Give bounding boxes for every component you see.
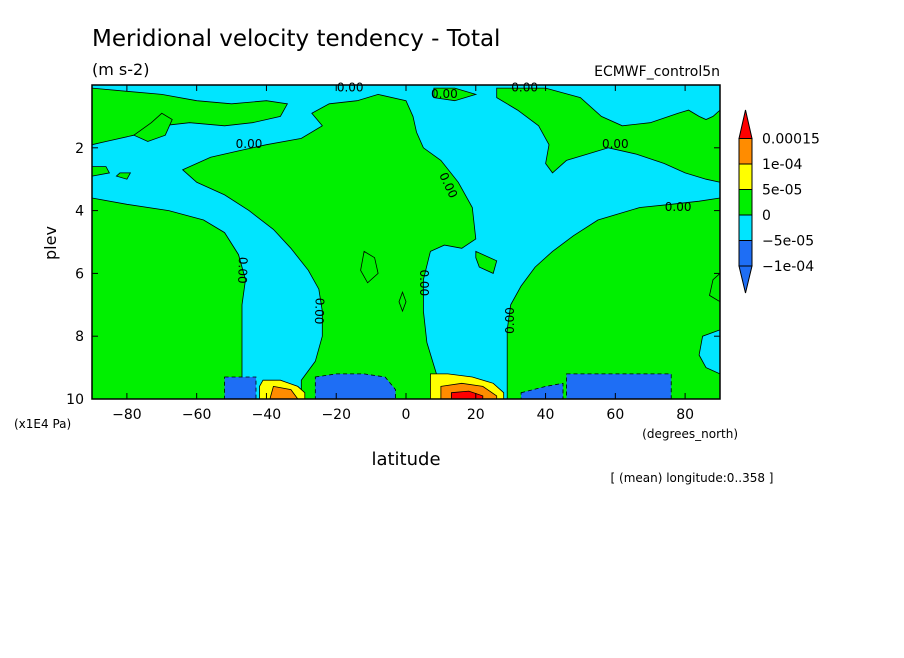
contour-label-2: 0.00 [665, 200, 692, 214]
chart-title: Meridional velocity tendency - Total [92, 26, 500, 52]
contour-region-9 [433, 87, 478, 102]
x-tick-label-7: 60 [606, 407, 624, 423]
colorbar-band-0 [738, 138, 753, 165]
y-axis-label: plev [41, 226, 60, 260]
colorbar-label-2: 5e-05 [762, 183, 802, 199]
contour-region-3 [115, 172, 132, 180]
colorbar-band-4 [738, 240, 753, 267]
contour-label-0: 0.00 [236, 137, 263, 151]
contour-label-1: 0.00 [602, 137, 629, 151]
x-tick-label-6: 40 [537, 407, 555, 423]
contour-label-10: 0.00 [503, 307, 517, 334]
colorbar-band-2 [738, 189, 753, 216]
contour-region-8 [475, 250, 498, 274]
footnote: [ (mean) longitude:0..358 ] [611, 471, 774, 485]
x-tick-label-0: −80 [112, 407, 142, 423]
y-tick-label-3: 8 [75, 329, 84, 345]
y-tick-label-1: 4 [75, 204, 84, 220]
colorbar-label-3: 0 [762, 208, 771, 224]
colorbar-band-3 [738, 214, 753, 241]
contour-region-16 [520, 382, 564, 400]
contour-region-7 [398, 291, 407, 313]
contour-label-3: 0.00 [431, 87, 458, 101]
contour-region-13 [224, 376, 257, 400]
colorbar-bottom-arrow [738, 265, 753, 294]
x-tick-label-4: 0 [402, 407, 411, 423]
x-tick-label-8: 80 [676, 407, 694, 423]
colorbar-band-1 [738, 163, 753, 190]
y-axis-units: (x1E4 Pa) [14, 417, 71, 431]
contour-region-1 [133, 112, 173, 142]
x-axis-label: latitude [371, 449, 440, 470]
contour-region-6 [360, 250, 379, 284]
contour-region-10 [496, 87, 721, 183]
colorbar-label-1: 1e-04 [762, 157, 802, 173]
units-label: (m s-2) [92, 60, 149, 79]
contour-label-7: 0.00 [417, 269, 431, 296]
contour-region-15 [314, 373, 396, 400]
contour-label-8: 0.00 [235, 257, 250, 284]
x-tick-label-1: −60 [182, 407, 212, 423]
colorbar-label-4: −5e-05 [762, 234, 814, 250]
contour-region-11 [506, 197, 721, 400]
contour-region-14 [566, 373, 672, 400]
x-tick-label-5: 20 [467, 407, 485, 423]
x-tick-label-3: −20 [321, 407, 351, 423]
x-tick-label-2: −40 [252, 407, 282, 423]
contour-region-5 [181, 93, 477, 400]
colorbar-top-arrow [738, 109, 753, 139]
colorbar-label-0: 0.00015 [762, 132, 820, 148]
contour-region-21 [450, 390, 484, 400]
y-tick-label-4: 10 [66, 392, 84, 408]
y-tick-label-2: 6 [75, 266, 84, 282]
colorbar-label-5: −1e-04 [762, 259, 814, 275]
colorbar: 0.00015 1e-04 5e-05 0 −5e-05 −1e-04 [738, 109, 820, 294]
plot-area: 0.00 0.00 0.00 0.00 0.00 0.00 0.00 0.00 0.00 0.00… [91, 81, 721, 400]
y-tick-label-0: 2 [75, 141, 84, 157]
axes: −80 −60 −40 −20 0 20 40 60 80 2 4 6 8 10 [66, 84, 721, 423]
contour-label-4: 0.00 [337, 81, 364, 95]
contour-label-9: 0.00 [312, 298, 327, 325]
contour-label-5: 0.00 [511, 81, 538, 95]
x-axis-units: (degrees_north) [642, 427, 738, 441]
dataset-label: ECMWF_control5n [594, 64, 720, 80]
